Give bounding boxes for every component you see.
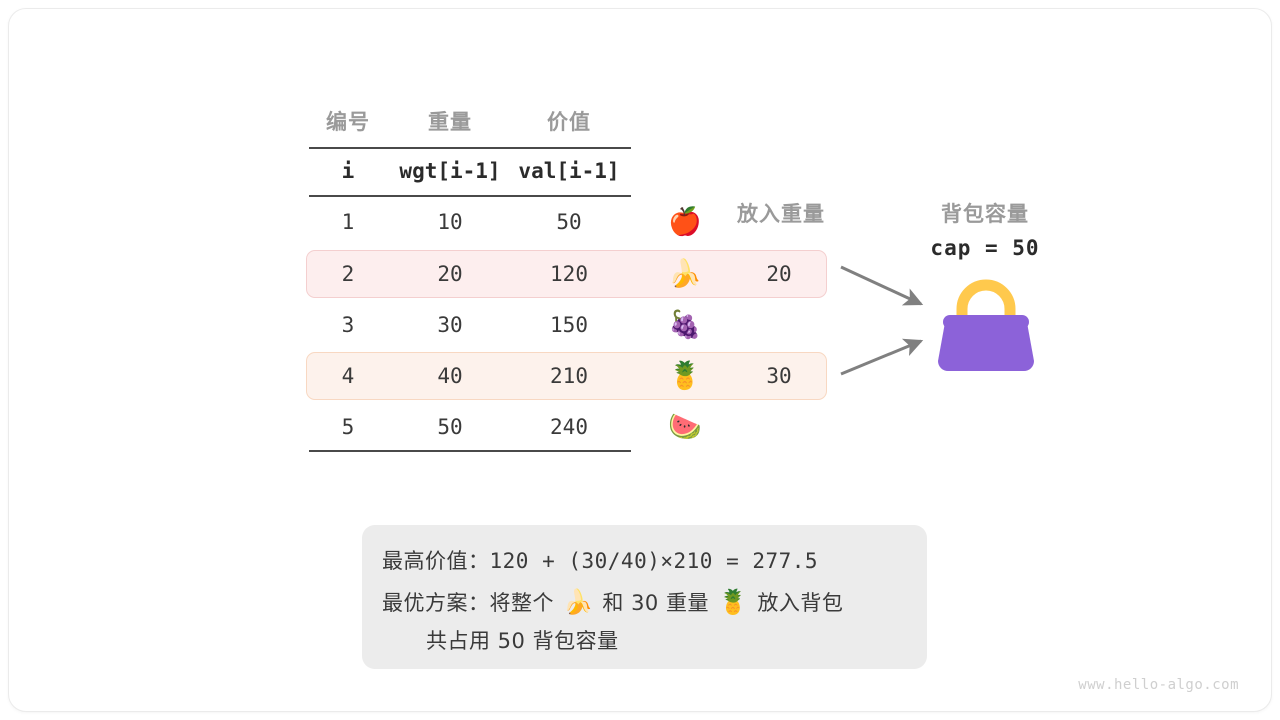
- cell-i-3: 3: [341, 313, 355, 337]
- grapes-icon: 🍇: [668, 309, 702, 341]
- summary-plan-text-a: 最优方案：将整个: [382, 591, 554, 615]
- arrow-row2-to-bag: [840, 265, 924, 306]
- summary-line-best-plan: 最优方案：将整个 🍌 和 30 重量 🍍 放入背包: [382, 587, 843, 617]
- diagram-card: 编号 重量 价值 i wgt[i-1] val[i-1] 放入重量 1 10 5…: [8, 8, 1272, 712]
- cell-wgt-2: 20: [437, 262, 463, 286]
- summary-line-max-value: 最高价值：120 + (30/40)×210 = 277.5: [382, 549, 819, 573]
- pineapple-icon: 🍍: [668, 360, 702, 392]
- cell-i-1: 1: [341, 210, 355, 234]
- watermelon-icon: 🍉: [668, 411, 702, 443]
- cell-val-1: 50: [556, 210, 582, 234]
- table-rule-top: [309, 147, 631, 149]
- column-header-id: 编号: [326, 110, 370, 134]
- cell-wgt-3: 30: [437, 313, 463, 337]
- cell-i-2: 2: [341, 262, 355, 286]
- arrow-row4-to-bag: [840, 338, 924, 376]
- row-highlight-2: [306, 250, 827, 298]
- banana-icon-inline: 🍌: [563, 588, 594, 616]
- cell-putin-2: 20: [766, 262, 792, 286]
- cell-val-4: 210: [550, 364, 588, 388]
- cell-i-4: 4: [341, 364, 355, 388]
- column-header-weight: 重量: [428, 110, 472, 134]
- code-header-val: val[i-1]: [518, 159, 620, 183]
- apple-icon: 🍎: [668, 206, 702, 238]
- cell-val-3: 150: [550, 313, 588, 337]
- column-header-put-in-weight: 放入重量: [737, 202, 825, 226]
- summary-plan-text-b: 和 30 重量: [602, 591, 709, 615]
- summary-plan-text-c: 放入背包: [757, 591, 844, 615]
- code-header-i: i: [341, 159, 355, 183]
- knapsack-capacity-label: 背包容量: [941, 202, 1029, 226]
- row-highlight-4: [306, 352, 827, 400]
- handbag-icon: [938, 279, 1034, 371]
- cell-i-5: 5: [341, 415, 355, 439]
- banana-icon: 🍌: [668, 258, 702, 290]
- pineapple-icon-inline: 🍍: [717, 588, 749, 616]
- arrow-group: [840, 265, 924, 376]
- cell-wgt-4: 40: [437, 364, 463, 388]
- code-header-wgt: wgt[i-1]: [399, 159, 501, 183]
- summary-line-total-used: 共占用 50 背包容量: [426, 629, 619, 653]
- knapsack-capacity-value: cap = 50: [930, 236, 1040, 260]
- cell-putin-4: 30: [766, 364, 792, 388]
- cell-wgt-1: 10: [437, 210, 463, 234]
- table-rule-bottom: [309, 450, 631, 452]
- column-header-value: 价值: [547, 110, 591, 134]
- cell-wgt-5: 50: [437, 415, 463, 439]
- watermark: www.hello-algo.com: [1078, 677, 1239, 693]
- cell-val-2: 120: [550, 262, 588, 286]
- summary-box: 最高价值：120 + (30/40)×210 = 277.5 最优方案：将整个 …: [362, 525, 927, 669]
- table-rule-mid: [309, 195, 631, 197]
- cell-val-5: 240: [550, 415, 588, 439]
